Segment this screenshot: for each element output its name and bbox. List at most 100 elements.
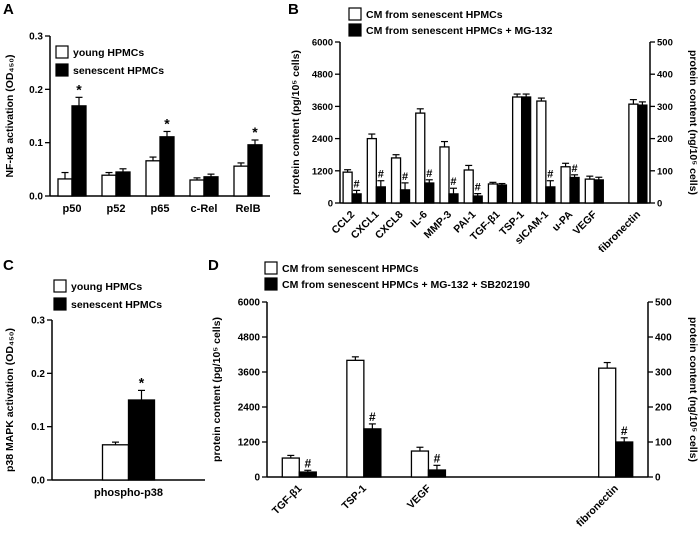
legend-swatch xyxy=(264,277,278,291)
bar xyxy=(593,179,604,204)
y-tick-label-right: 400 xyxy=(655,333,672,344)
bar xyxy=(427,469,447,478)
significance-marker: # xyxy=(378,169,384,181)
significance-marker: # xyxy=(475,182,481,194)
bar xyxy=(189,179,205,197)
y-tick-label-right: 200 xyxy=(655,403,672,414)
x-tick-label: VEGF xyxy=(405,482,434,511)
significance-marker: # xyxy=(426,168,432,180)
y-tick-label: 0.0 xyxy=(31,476,45,487)
bar xyxy=(233,165,249,197)
legend-label: CM from senescent HPMCs xyxy=(282,263,419,275)
y-tick-label: 6000 xyxy=(312,38,333,49)
bar xyxy=(536,100,547,204)
significance-marker: # xyxy=(434,451,441,465)
bar xyxy=(511,96,523,204)
significance-marker: # xyxy=(402,171,408,183)
y-tick-label: 3600 xyxy=(312,102,333,113)
x-tick-label: p50 xyxy=(63,203,82,215)
y-axis-title: protein content (pg/10⁵ cells) xyxy=(211,317,223,462)
bar xyxy=(115,171,131,197)
y-axis-title: NF-κB activation (OD₄₅₀) xyxy=(4,54,16,177)
x-tick-label: TGF-β1 xyxy=(270,483,305,518)
y-tick-label: 3600 xyxy=(238,368,261,379)
significance-marker: # xyxy=(450,176,456,188)
bar xyxy=(351,193,362,204)
y-tick-label: 4800 xyxy=(312,70,333,81)
bar xyxy=(410,450,430,478)
y-tick-label-right: 0 xyxy=(657,199,662,210)
bar xyxy=(463,169,474,204)
bar xyxy=(366,137,377,204)
x-tick-label: MMP-3 xyxy=(422,209,455,242)
bar xyxy=(448,193,459,204)
x-tick-label: fibronectin xyxy=(596,209,643,252)
bar xyxy=(520,96,532,204)
bar xyxy=(281,457,300,478)
bar xyxy=(57,178,73,197)
bar xyxy=(203,176,219,197)
bar xyxy=(346,359,365,478)
x-tick-label: fibronectin xyxy=(574,483,621,530)
bar xyxy=(127,399,156,481)
bar xyxy=(584,178,595,204)
panel-c: C 0.0 0.1 0.2 0.3 p38 MAPK activation (OD₄₅₀… xyxy=(0,256,230,539)
y-tick-label: 0.1 xyxy=(31,422,45,433)
legend-swatch xyxy=(348,23,362,37)
significance-marker: # xyxy=(304,456,311,470)
legend-swatch xyxy=(55,63,69,77)
y-tick-label-right: 200 xyxy=(657,134,673,145)
bar xyxy=(424,182,435,204)
bar xyxy=(399,189,411,204)
bar xyxy=(598,367,617,478)
panel-c-label: C xyxy=(3,257,14,274)
y-tick-label: 0 xyxy=(328,199,333,210)
y-tick-label: 4800 xyxy=(238,333,261,344)
y-tick-label: 2400 xyxy=(238,403,261,414)
legend-label: CM from senescent HPMCs xyxy=(366,9,503,21)
legend-swatch xyxy=(53,297,67,311)
y-tick-label-right: 300 xyxy=(655,368,672,379)
panel-b-label: B xyxy=(288,1,299,18)
y-tick-label: 6000 xyxy=(238,298,261,309)
y-tick-label-right: 400 xyxy=(657,70,673,81)
bar xyxy=(101,444,130,481)
x-tick-label: c-Rel xyxy=(191,203,218,215)
x-tick-label: phospho-p38 xyxy=(94,487,163,499)
y-tick-label: 1200 xyxy=(238,438,261,449)
bar xyxy=(415,112,426,204)
bar xyxy=(390,157,402,204)
panel-b-chart: 0 1200 2400 3600 4800 6000 0 100 200 300 400 500 pro… xyxy=(290,7,699,252)
legend-swatch xyxy=(264,261,278,275)
bar xyxy=(628,103,639,204)
y-tick-label: 0.1 xyxy=(29,138,43,149)
y-tick-label-right: 100 xyxy=(657,166,673,177)
x-tick-label: RelB xyxy=(235,203,260,215)
y-tick-label-right: 500 xyxy=(655,298,672,309)
significance-marker: # xyxy=(572,163,578,175)
panel-d-label: D xyxy=(208,257,219,274)
bar xyxy=(496,184,508,204)
y-tick-label-right: 500 xyxy=(657,38,673,49)
significance-marker: * xyxy=(76,81,82,97)
bar xyxy=(159,136,175,197)
panel-d-chart: 0 1200 2400 3600 4800 6000 0 100 200 300 400 500 pro… xyxy=(211,261,699,530)
legend-label: CM from senescent HPMCs + MG-132 xyxy=(366,25,553,37)
bar xyxy=(247,144,263,197)
significance-marker: # xyxy=(547,169,553,181)
bar xyxy=(569,176,580,204)
panel-a-chart: 0.0 0.1 0.2 0.3 NF-κB activation (OD₄₅₀) * p50… xyxy=(4,32,270,215)
bar xyxy=(637,104,648,204)
legend-swatch xyxy=(53,279,67,293)
legend-swatch xyxy=(348,7,362,21)
bar xyxy=(298,471,317,478)
significance-marker: * xyxy=(252,124,258,140)
legend-label: young HPMCs xyxy=(73,47,144,59)
bar xyxy=(342,171,353,204)
y-tick-label: 0.3 xyxy=(31,316,45,327)
bar xyxy=(487,183,499,204)
y-tick-label-right: 300 xyxy=(657,102,673,113)
bar xyxy=(101,174,117,197)
bar xyxy=(71,105,87,197)
legend-label: young HPMCs xyxy=(71,281,142,293)
